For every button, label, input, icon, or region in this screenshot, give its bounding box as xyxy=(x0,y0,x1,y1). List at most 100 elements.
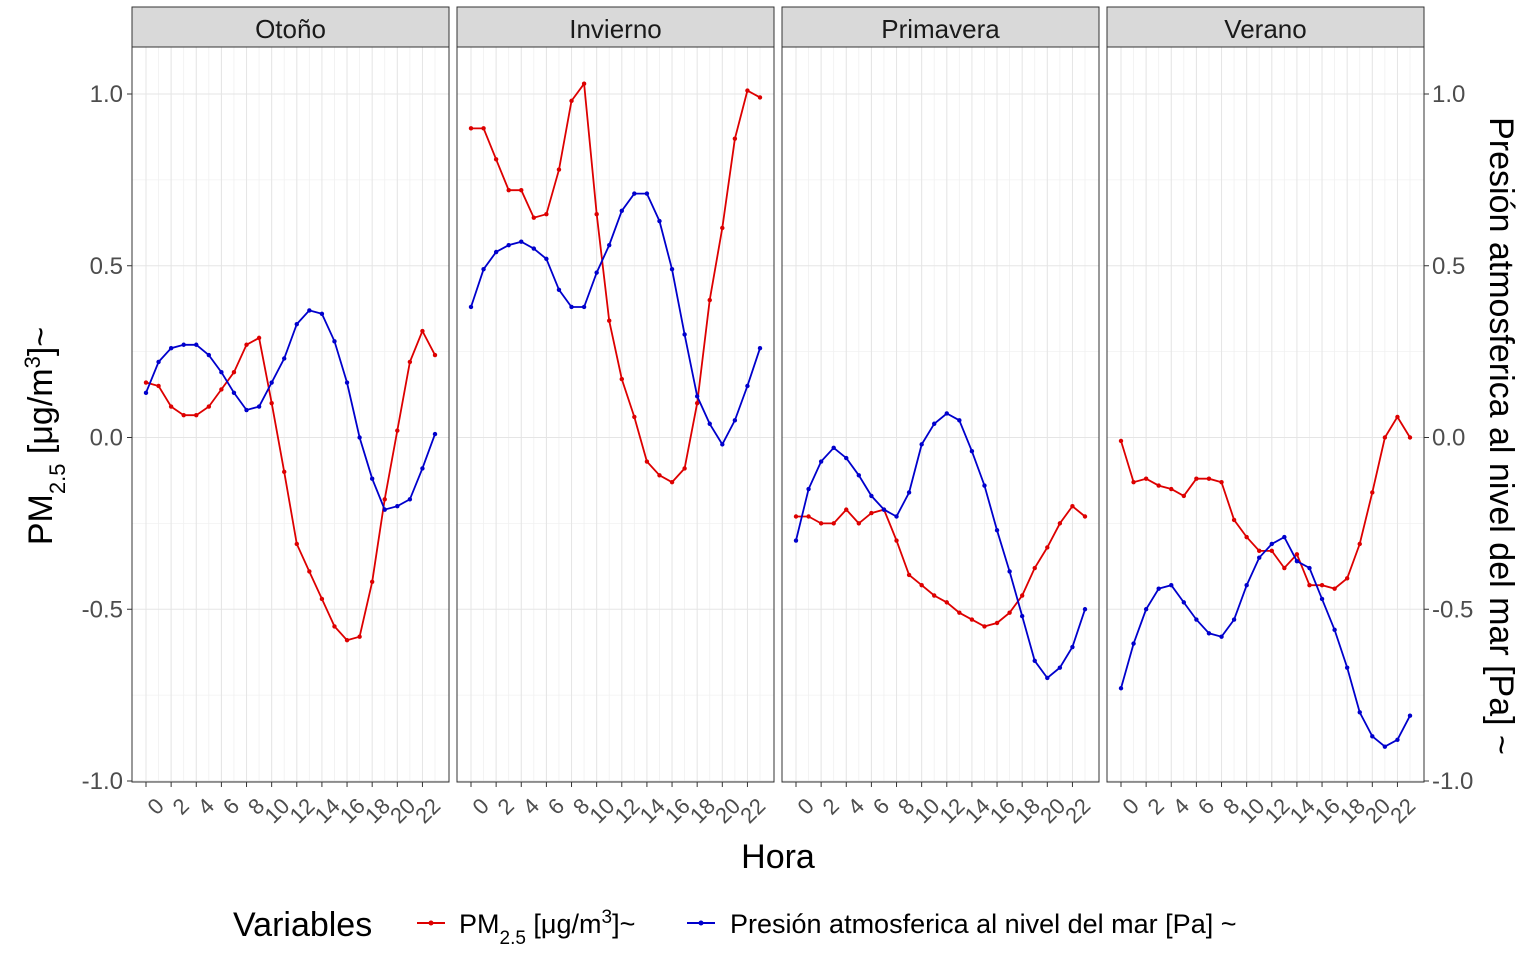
data-point-pm xyxy=(1231,517,1237,523)
data-point-pm xyxy=(919,583,924,588)
data-point-pm xyxy=(707,297,712,303)
data-point-pres xyxy=(1257,555,1262,560)
data-point-pm xyxy=(1007,610,1012,615)
x-tick-label: 0 xyxy=(143,793,169,819)
data-point-pres xyxy=(407,497,413,502)
data-point-pres xyxy=(906,490,912,495)
facet-panels: Otoño0246810121416182022Invierno02468101… xyxy=(131,6,1425,828)
data-point-pres xyxy=(156,359,161,365)
data-point-pres xyxy=(831,445,836,451)
data-point-pres xyxy=(1169,583,1174,588)
data-point-pm xyxy=(544,212,549,217)
panel-border xyxy=(781,46,1100,783)
data-point-pres xyxy=(307,308,312,313)
data-point-pres xyxy=(493,249,499,255)
x-tick-label: 22 xyxy=(1385,793,1420,828)
data-point-pm xyxy=(307,569,312,574)
data-point-pm xyxy=(732,136,738,141)
data-point-pres xyxy=(720,442,725,447)
data-point-pm xyxy=(869,510,874,516)
data-point-pm xyxy=(1294,552,1300,557)
data-point-pres xyxy=(1007,569,1012,574)
x-tick-label: 22 xyxy=(410,793,445,828)
data-point-pm xyxy=(556,167,562,172)
data-point-pm xyxy=(1181,493,1187,499)
data-point-pm xyxy=(369,579,375,584)
data-point-pres xyxy=(420,466,425,471)
data-point-pres xyxy=(294,321,299,327)
data-point-pres xyxy=(969,449,975,454)
x-tick-label: 4 xyxy=(518,793,544,819)
x-tick-label: 6 xyxy=(543,793,569,819)
data-point-pm xyxy=(818,521,824,526)
x-tick-label: 4 xyxy=(843,793,869,819)
data-point-pres xyxy=(1357,710,1362,715)
data-point-pres xyxy=(644,191,650,196)
panel-border xyxy=(131,46,450,783)
panel-border xyxy=(456,46,775,783)
data-point-pm xyxy=(831,521,836,526)
data-point-pres xyxy=(382,507,387,512)
data-point-pm xyxy=(944,600,949,605)
y-tick-label-right: 0.5 xyxy=(1432,253,1465,280)
data-point-pm xyxy=(1156,483,1161,488)
data-point-pm xyxy=(1082,514,1088,519)
data-point-pm xyxy=(1169,486,1174,492)
data-point-pm xyxy=(382,497,387,502)
data-point-pres xyxy=(531,246,537,251)
data-point-pres xyxy=(1219,634,1224,639)
data-point-pres xyxy=(594,270,599,275)
data-point-pm xyxy=(206,404,212,409)
panel-border xyxy=(1106,46,1425,783)
data-point-pres xyxy=(745,383,750,389)
y-tick-label-left: 0.5 xyxy=(90,253,123,280)
data-point-pm xyxy=(294,541,299,547)
data-point-pm xyxy=(168,404,174,409)
data-point-pres xyxy=(619,208,624,213)
data-point-pres xyxy=(669,266,675,272)
data-point-pres xyxy=(607,242,612,248)
x-tick-label: 6 xyxy=(1193,793,1219,819)
data-point-pm xyxy=(143,380,149,385)
data-point-pres xyxy=(844,455,849,461)
data-point-pm xyxy=(806,514,811,519)
data-point-pm xyxy=(519,187,524,193)
data-point-pm xyxy=(1070,504,1075,509)
data-point-pres xyxy=(282,356,287,361)
data-point-pm xyxy=(269,400,274,406)
data-point-pm xyxy=(793,514,799,519)
facet-strip-label: Otoño xyxy=(255,14,326,44)
data-point-pres xyxy=(793,538,799,543)
data-point-pm xyxy=(531,215,537,220)
data-point-pm xyxy=(1219,479,1224,485)
data-point-pm xyxy=(1344,576,1350,581)
y-tick-label-left: 0.0 xyxy=(90,425,123,452)
data-point-pm xyxy=(256,335,262,341)
data-point-pm xyxy=(1395,414,1400,420)
data-point-pres xyxy=(1032,658,1037,663)
data-point-pm xyxy=(282,469,287,475)
data-point-pres xyxy=(1057,665,1063,670)
data-point-pres xyxy=(1143,607,1149,612)
data-point-pm xyxy=(569,98,574,104)
data-point-pres xyxy=(1319,596,1325,602)
data-point-pm xyxy=(407,359,413,365)
data-point-pres xyxy=(881,507,887,512)
x-tick-label: 6 xyxy=(868,793,894,819)
data-point-pm xyxy=(745,88,750,93)
data-point-pm xyxy=(594,212,599,217)
data-point-pres xyxy=(332,339,337,344)
y-tick-label-right: -1.0 xyxy=(1432,768,1473,795)
data-point-pres xyxy=(982,483,987,488)
x-tick-label: 6 xyxy=(218,793,244,819)
data-point-pres xyxy=(269,380,274,385)
data-point-pres xyxy=(1156,586,1161,591)
x-tick-label: 4 xyxy=(193,793,219,819)
data-point-pm xyxy=(994,620,1000,626)
data-point-pres xyxy=(219,370,224,375)
data-point-pm xyxy=(682,466,687,471)
panel-background xyxy=(782,47,1099,782)
data-point-pm xyxy=(932,593,937,598)
